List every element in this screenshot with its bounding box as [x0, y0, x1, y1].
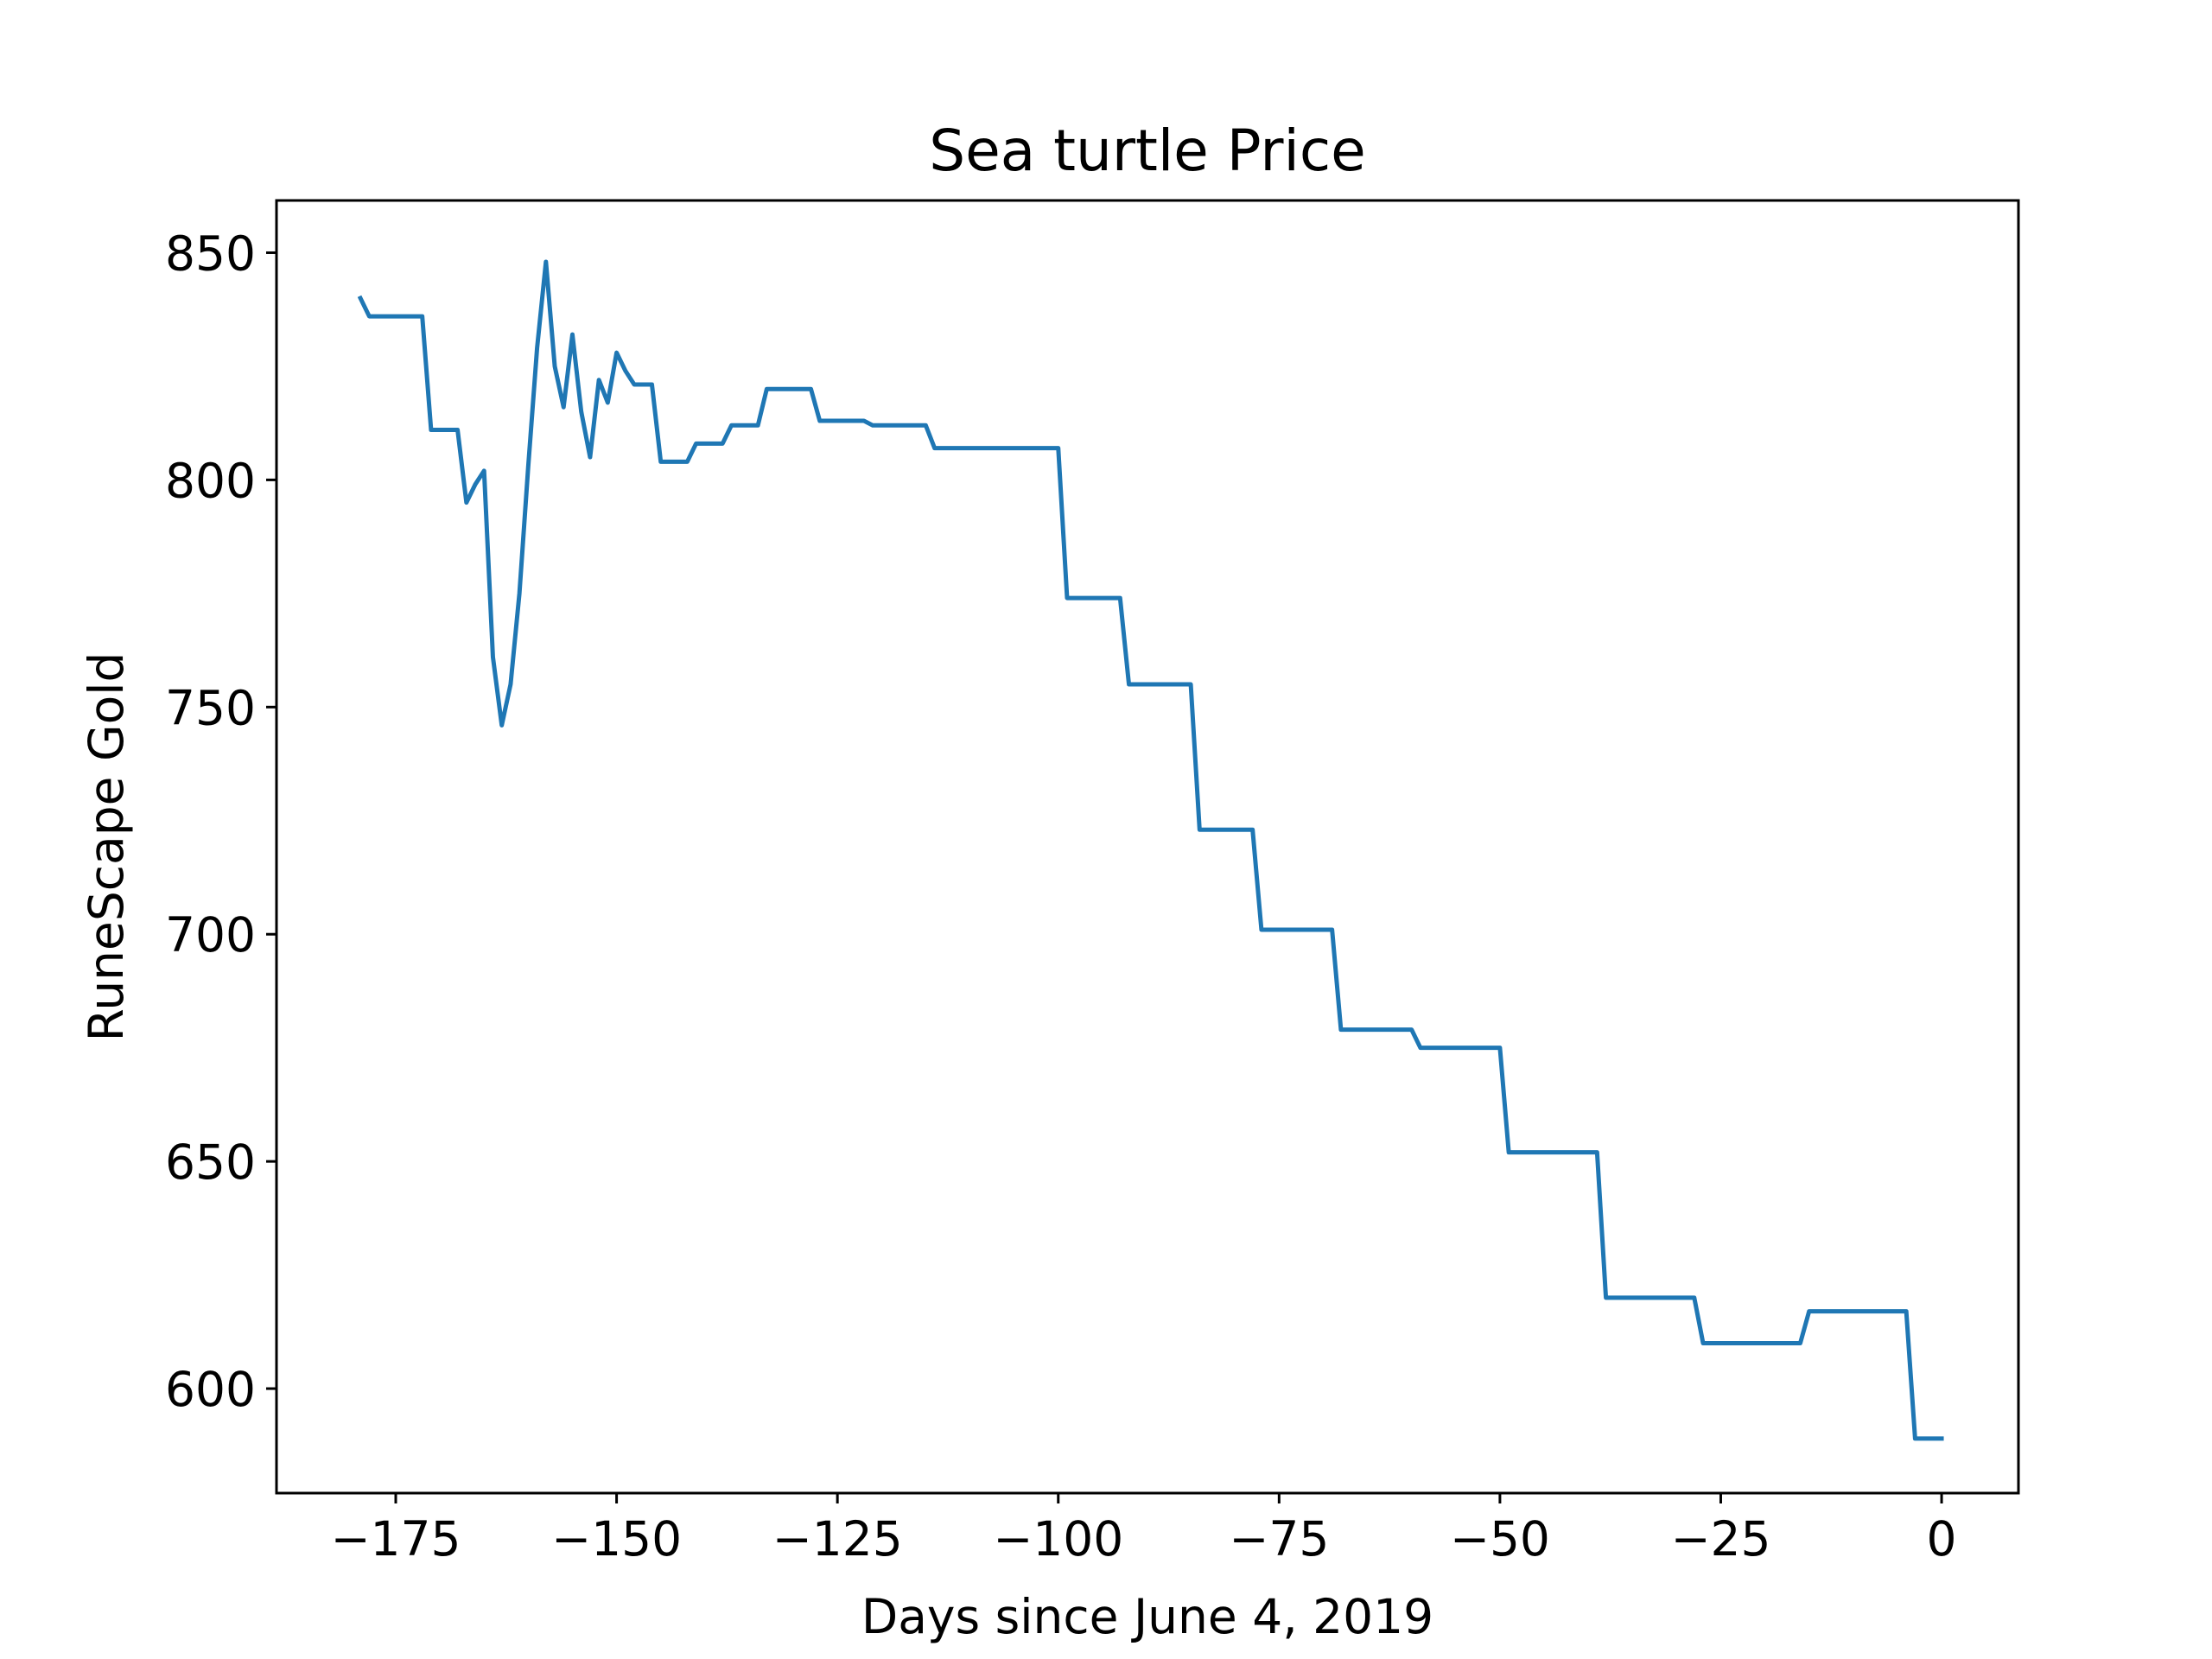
- y-tick-label: 750: [165, 680, 256, 735]
- y-tick-label: 650: [165, 1135, 256, 1190]
- x-tick-label: −175: [330, 1511, 461, 1567]
- x-tick-label: −125: [772, 1511, 903, 1567]
- y-tick-label: 600: [165, 1362, 256, 1417]
- axes-frame: [275, 199, 2020, 1495]
- x-axis-ticks: −175 −150 −125 −100 −75 −50 −25 0: [330, 1493, 1957, 1567]
- y-axis-label: RuneScape Gold: [79, 652, 134, 1042]
- series-line-0: [357, 259, 1944, 1441]
- plot-area: [275, 199, 2020, 1495]
- series-layer: [357, 259, 1944, 1441]
- axes-background: [276, 200, 2018, 1493]
- x-tick-label: −100: [993, 1511, 1123, 1567]
- x-tick-label: −75: [1229, 1511, 1329, 1567]
- y-tick-label: 850: [165, 226, 256, 281]
- x-tick-label: −25: [1670, 1511, 1770, 1567]
- x-axis-label: Days since June 4, 2019: [861, 1589, 1433, 1644]
- x-tick-label: 0: [1927, 1511, 1957, 1567]
- chart-title: Sea turtle Price: [929, 118, 1366, 184]
- x-tick-label: −50: [1450, 1511, 1550, 1567]
- y-tick-label: 700: [165, 907, 256, 963]
- y-axis-ticks: 600 650 700 750 800 850: [165, 226, 276, 1417]
- y-tick-label: 800: [165, 453, 256, 508]
- x-tick-label: −150: [551, 1511, 682, 1567]
